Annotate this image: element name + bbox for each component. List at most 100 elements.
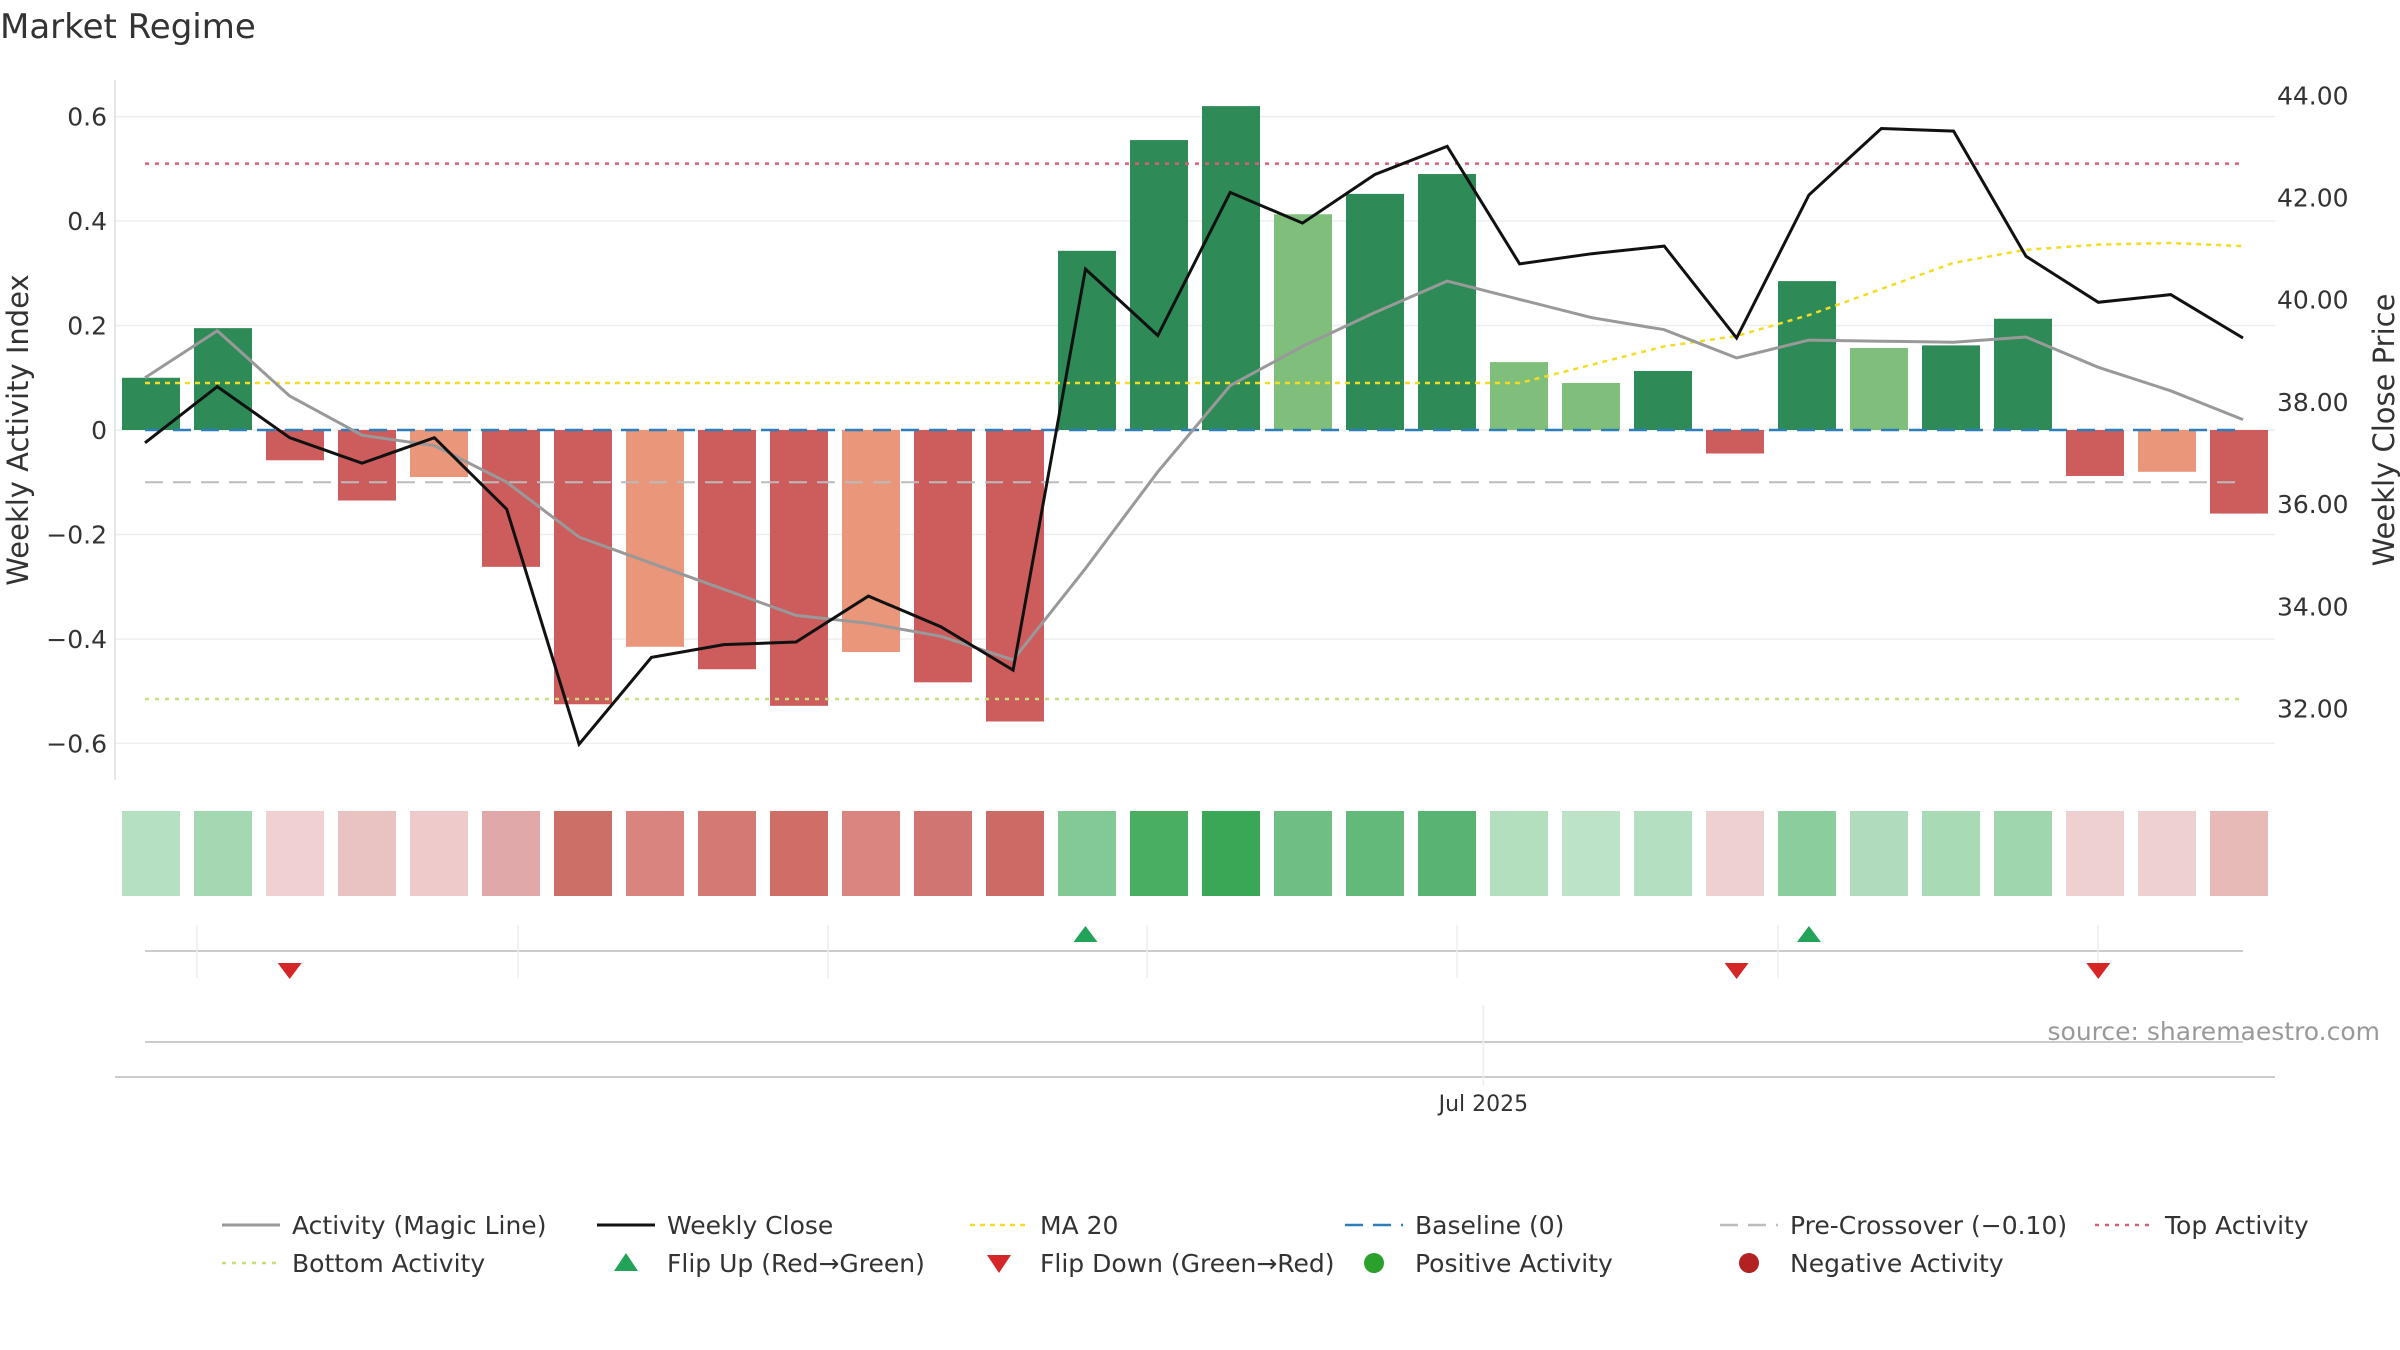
activity-bar xyxy=(194,328,252,430)
regime-cell xyxy=(1778,811,1836,896)
activity-bar xyxy=(1562,382,1620,430)
regime-cell xyxy=(1130,811,1188,896)
regime-cell xyxy=(338,811,396,896)
legend-item: Flip Down (Green→Red) xyxy=(987,1249,1335,1278)
activity-bar xyxy=(2210,430,2268,514)
legend-label: Bottom Activity xyxy=(292,1249,485,1278)
time-axis-panel: Jul 2025 xyxy=(115,1005,2275,1117)
y-tick-label: 0 xyxy=(91,416,107,445)
flip-markers-panel xyxy=(145,925,2243,979)
right-axis-ticks: 44.00 42.00 40.00 38.00 36.00 34.00 32.00 xyxy=(2277,81,2349,723)
legend-swatch xyxy=(1364,1253,1384,1273)
regime-cell xyxy=(2210,811,2268,896)
flip-down-marker xyxy=(2086,963,2111,979)
regime-cell xyxy=(2066,811,2124,896)
regime-cell xyxy=(194,811,252,896)
activity-bar xyxy=(1274,214,1332,430)
regime-cell xyxy=(914,811,972,896)
y-tick-label: −0.6 xyxy=(46,729,107,758)
activity-bar xyxy=(1850,347,1908,430)
regime-cell xyxy=(1634,811,1692,896)
activity-bar xyxy=(1778,281,1836,430)
regime-cell xyxy=(2138,811,2196,896)
legend-label: Top Activity xyxy=(2164,1211,2309,1240)
regime-cell xyxy=(482,811,540,896)
activity-bar xyxy=(1490,362,1548,430)
legend-item: Weekly Close xyxy=(597,1211,833,1240)
y2-tick-label: 36.00 xyxy=(2277,490,2349,519)
activity-bar xyxy=(1418,174,1476,430)
y2-tick-label: 38.00 xyxy=(2277,388,2349,417)
flip-markers xyxy=(277,926,2111,979)
regime-cell xyxy=(1346,811,1404,896)
activity-bar xyxy=(698,430,756,670)
regime-cell xyxy=(1418,811,1476,896)
legend-item: Bottom Activity xyxy=(222,1249,485,1278)
y-tick-label: 0.2 xyxy=(67,312,107,341)
regime-cell xyxy=(554,811,612,896)
legend-item: Pre-Crossover (−0.10) xyxy=(1720,1211,2067,1240)
flip-up-marker xyxy=(1073,926,1098,942)
legend: Activity (Magic Line) Weekly Close MA 20 Ba… xyxy=(222,1211,2309,1278)
y2-tick-label: 42.00 xyxy=(2277,184,2349,213)
legend-label: Flip Up (Red→Green) xyxy=(667,1249,925,1278)
legend-label: MA 20 xyxy=(1040,1211,1118,1240)
activity-bar xyxy=(842,430,900,653)
legend-item: Baseline (0) xyxy=(1345,1211,1564,1240)
activity-bar xyxy=(338,430,396,501)
magic-line xyxy=(144,279,2244,662)
activity-bar xyxy=(554,430,612,705)
activity-bar xyxy=(1922,345,1980,430)
legend-label: Flip Down (Green→Red) xyxy=(1040,1249,1335,1278)
legend-item: MA 20 xyxy=(970,1211,1118,1240)
legend-item: Top Activity xyxy=(2095,1211,2309,1240)
legend-item: Negative Activity xyxy=(1739,1249,2004,1278)
legend-item: Activity (Magic Line) xyxy=(222,1211,546,1240)
activity-bar xyxy=(2138,430,2196,472)
legend-label: Weekly Close xyxy=(667,1211,833,1240)
legend-label: Positive Activity xyxy=(1415,1249,1613,1278)
y2-axis-label: Weekly Close Price xyxy=(2367,294,2400,567)
activity-bar xyxy=(770,430,828,706)
y-axis-label: Weekly Activity Index xyxy=(1,274,35,585)
regime-cell xyxy=(770,811,828,896)
regime-cell xyxy=(1706,811,1764,896)
activity-bar xyxy=(482,430,540,567)
activity-bar xyxy=(626,430,684,647)
legend-swatch xyxy=(1739,1253,1759,1273)
regime-cell xyxy=(122,811,180,896)
regime-cell xyxy=(626,811,684,896)
y2-tick-label: 44.00 xyxy=(2277,81,2349,110)
activity-bar xyxy=(1634,370,1692,430)
flip-down-marker xyxy=(1724,963,1749,979)
y2-tick-label: 40.00 xyxy=(2277,286,2349,315)
regime-cell xyxy=(986,811,1044,896)
activity-bar xyxy=(986,430,1044,722)
legend-swatch xyxy=(987,1255,1011,1273)
activity-bar xyxy=(2066,430,2124,476)
regime-cell xyxy=(842,811,900,896)
regime-cell xyxy=(1202,811,1260,896)
legend-item: Flip Up (Red→Green) xyxy=(614,1249,925,1278)
regime-cell xyxy=(1922,811,1980,896)
legend-label: Baseline (0) xyxy=(1415,1211,1564,1240)
activity-bars xyxy=(122,106,2268,722)
activity-bar xyxy=(1994,318,2052,430)
regime-cell xyxy=(1058,811,1116,896)
flip-up-marker xyxy=(1796,926,1821,942)
legend-label: Negative Activity xyxy=(1790,1249,2004,1278)
y-tick-label: 0.4 xyxy=(67,207,107,236)
y2-tick-label: 34.00 xyxy=(2277,592,2349,621)
y-tick-label: −0.2 xyxy=(46,520,107,549)
left-axis-ticks: 0.6 0.4 0.2 0 −0.2 −0.4 −0.6 xyxy=(46,103,107,759)
regime-heat-strip xyxy=(122,811,2268,896)
x-tick-label: Jul 2025 xyxy=(1437,1092,1529,1117)
y-tick-label: −0.4 xyxy=(46,625,107,654)
chart-title: Market Regime xyxy=(0,7,256,47)
legend-label: Activity (Magic Line) xyxy=(292,1211,546,1240)
y2-tick-label: 32.00 xyxy=(2277,694,2349,723)
legend-item: Positive Activity xyxy=(1364,1249,1613,1278)
activity-bar xyxy=(1202,106,1260,431)
regime-cell xyxy=(1850,811,1908,896)
